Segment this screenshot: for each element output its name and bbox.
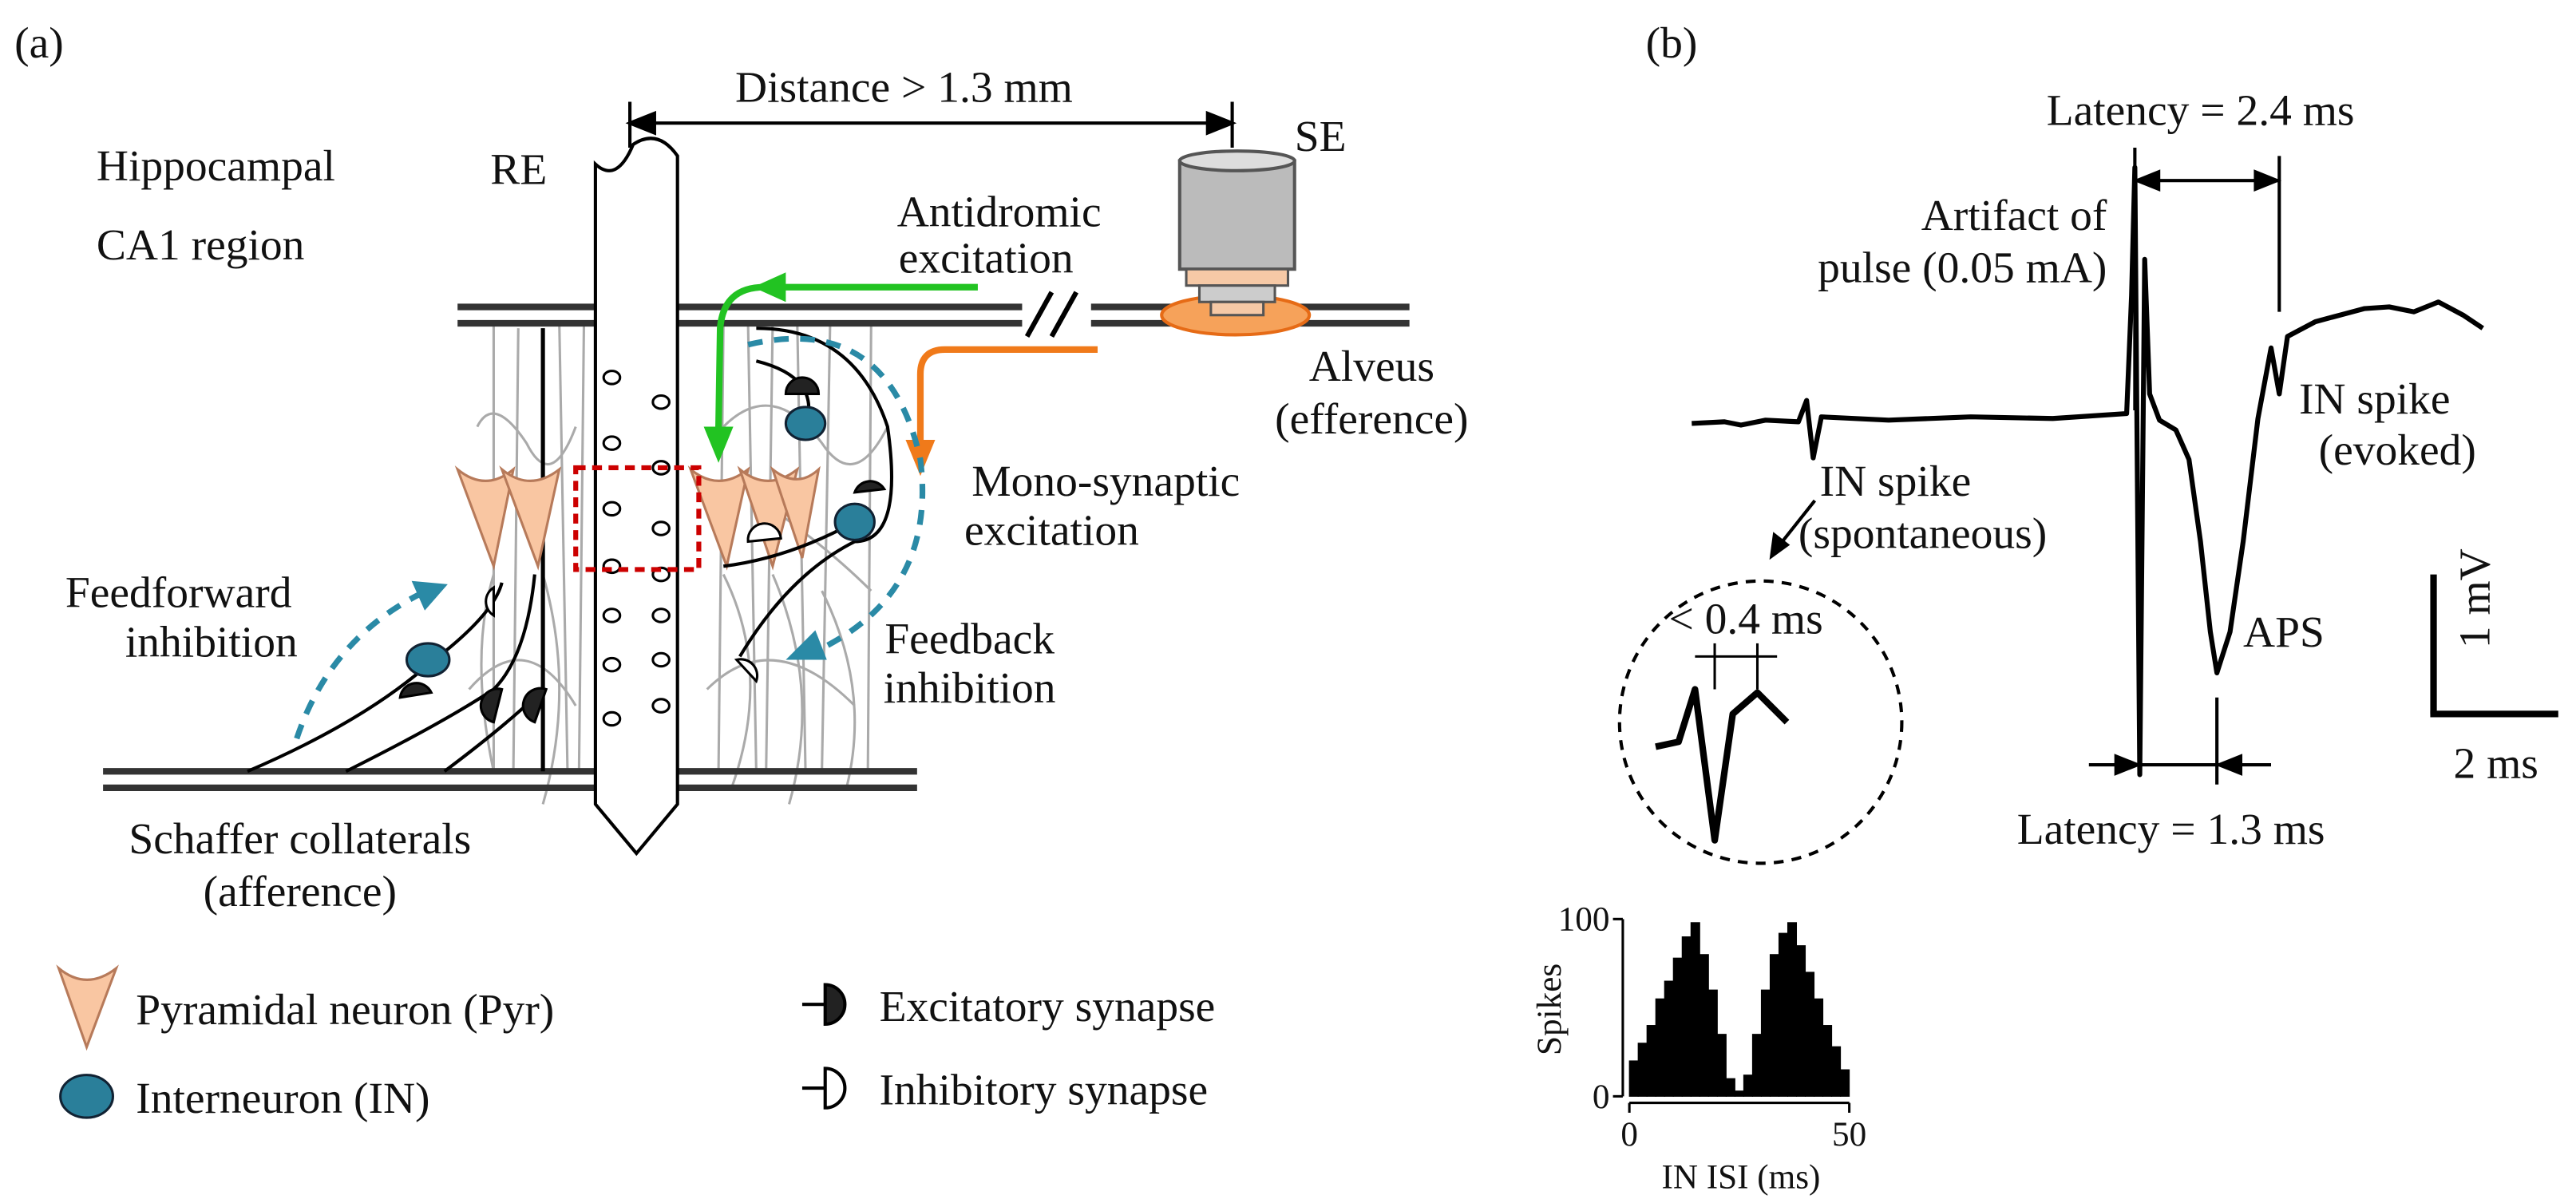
histogram-bar <box>1822 1025 1833 1097</box>
histogram-bar <box>1840 1069 1850 1097</box>
antidromic-label: excitation <box>899 234 1074 283</box>
y-tick-label: 100 <box>1558 901 1610 939</box>
alveus-label: Alveus <box>1309 342 1434 391</box>
histogram-bar <box>1795 945 1806 1097</box>
x-tick-label: 0 <box>1620 1116 1638 1154</box>
re-label: RE <box>490 145 547 194</box>
panel-a-drawing <box>56 101 1410 1119</box>
region-label: CA1 region <box>97 221 305 270</box>
legend-entry: Excitatory synapse <box>880 983 1216 1031</box>
histogram-bar <box>1716 1034 1727 1097</box>
scale-label: 1 mV <box>2451 548 2499 648</box>
evoked-label: (evoked) <box>2319 426 2476 475</box>
schaffer-label: (afference) <box>204 868 397 916</box>
artifact-label: pulse (0.05 mA) <box>1818 244 2107 293</box>
legend-entry: Interneuron (IN) <box>136 1074 429 1123</box>
panel-label: (a) <box>14 19 64 68</box>
feedback-label: Feedback <box>884 615 1055 663</box>
x-axis-label: IN ISI (ms) <box>1661 1158 1820 1196</box>
histogram-bar <box>1778 932 1789 1097</box>
histogram-bar <box>1743 1074 1753 1097</box>
region-label: Hippocampal <box>97 142 335 191</box>
histogram-bar <box>1751 1034 1762 1097</box>
histogram-bar <box>1707 989 1718 1097</box>
panel-label: (b) <box>1646 19 1698 68</box>
feedback-label: inhibition <box>884 664 1056 713</box>
histogram-bar <box>1672 957 1683 1097</box>
histogram-bar <box>1646 1025 1656 1097</box>
legend-entry: Pyramidal neuron (Pyr) <box>136 986 554 1035</box>
y-tick-label: 0 <box>1593 1078 1610 1116</box>
isi-histogram: Spikes IN ISI (ms) 0 100 0 50 <box>1531 901 1866 1197</box>
legend-entry: Inhibitory synapse <box>880 1066 1209 1115</box>
monosynaptic-label: Mono-synaptic <box>971 457 1240 506</box>
histogram-bar <box>1725 1078 1735 1097</box>
monosynaptic-label: excitation <box>964 507 1139 556</box>
histogram-bar <box>1814 998 1824 1097</box>
spike-width-label: < 0.4 ms <box>1668 596 1822 644</box>
scale-label: 2 ms <box>2453 740 2538 789</box>
spontaneous-label: (spontaneous) <box>1798 510 2047 559</box>
se-label: SE <box>1295 113 1347 161</box>
histogram-bar <box>1628 1060 1639 1097</box>
histogram-bar <box>1681 936 1692 1097</box>
feedforward-label: Feedforward <box>65 569 292 618</box>
histogram-bar <box>1637 1043 1648 1097</box>
histogram-bar <box>1655 998 1665 1097</box>
alveus-label: (efference) <box>1275 395 1468 444</box>
spontaneous-label: IN spike <box>1820 457 1972 506</box>
panel-b-drawing <box>1617 148 2558 865</box>
y-axis-label: Spikes <box>1531 964 1569 1055</box>
histogram-bar <box>1664 980 1674 1097</box>
histogram-bar <box>1734 1090 1744 1097</box>
histogram-bar <box>1831 1046 1842 1097</box>
feedforward-label: inhibition <box>125 618 298 667</box>
aps-label: APS <box>2243 608 2325 657</box>
histogram-bar <box>1699 954 1709 1097</box>
artifact-label: Artifact of <box>1921 192 2107 240</box>
histogram-bar <box>1769 954 1779 1097</box>
histogram-bar <box>1805 972 1815 1097</box>
latency-label: Latency = 1.3 ms <box>2017 805 2325 854</box>
histogram-bar <box>1760 989 1771 1097</box>
histogram-bar <box>1787 922 1798 1097</box>
x-tick-label: 50 <box>1832 1116 1866 1154</box>
distance-label: Distance > 1.3 mm <box>735 63 1073 112</box>
evoked-label: IN spike <box>2299 375 2451 424</box>
antidromic-label: Antidromic <box>897 188 1102 237</box>
schaffer-label: Schaffer collaterals <box>129 815 471 864</box>
histogram-bar <box>1690 922 1700 1097</box>
latency-label: Latency = 2.4 ms <box>2047 86 2355 135</box>
